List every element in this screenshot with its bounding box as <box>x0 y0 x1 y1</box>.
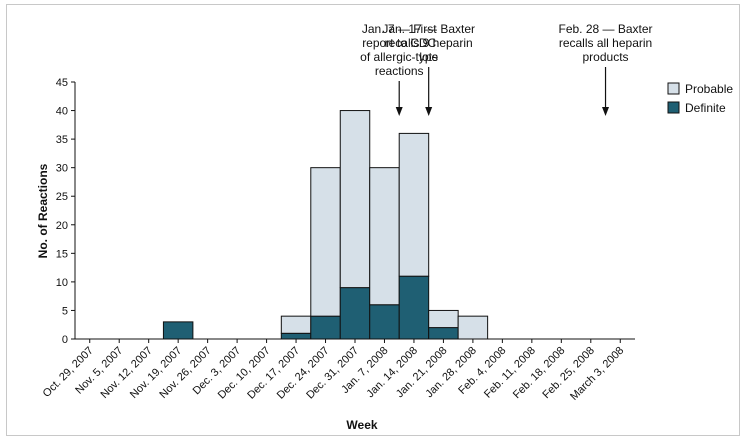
bar-definite <box>280 332 312 340</box>
annotation-line: of allergic-type <box>360 50 438 64</box>
annotation-arrowhead <box>425 107 433 116</box>
bar-probable <box>369 167 400 306</box>
bar-probable <box>457 315 489 340</box>
x-tick-label: March 3, 2008 <box>568 345 626 403</box>
bar-definite <box>310 315 341 340</box>
y-tick-label: 5 <box>62 305 68 317</box>
x-tick-label: Oct. 29, 2007 <box>41 345 96 400</box>
legend: Probable Definite <box>667 82 733 115</box>
y-tick-label: 30 <box>56 163 68 175</box>
y-tick-label: 10 <box>56 277 68 289</box>
bar-definite <box>398 275 430 340</box>
bar-definite <box>369 304 400 340</box>
annotation-line: Jan. 17 — Baxter <box>382 22 475 36</box>
annotation-line: recalls all heparin <box>559 36 652 50</box>
y-tick-label: 0 <box>62 334 68 346</box>
legend-swatch-probable <box>667 82 680 95</box>
y-tick-label: 40 <box>56 106 68 118</box>
y-tick-label: 45 <box>56 77 68 89</box>
bar-definite <box>162 321 194 340</box>
annotation-line: Jan. 7 — First <box>362 22 437 36</box>
y-tick-label: 25 <box>56 191 68 203</box>
legend-label-probable: Probable <box>685 82 733 96</box>
annotation-line: Feb. 28 — Baxter <box>559 22 653 36</box>
legend-label-definite: Definite <box>685 101 726 115</box>
figure-frame <box>6 4 740 436</box>
annotation-line: products <box>583 50 629 64</box>
bar-probable <box>280 315 312 334</box>
y-tick-label: 20 <box>56 220 68 232</box>
y-tick-labels: 0 5 10 15 20 25 30 35 40 45 <box>56 77 68 346</box>
y-tick-label: 35 <box>56 134 68 146</box>
bar-definite <box>339 287 371 340</box>
y-tick-label: 15 <box>56 248 68 260</box>
bar-probable <box>339 110 371 289</box>
bar-probable <box>398 132 430 277</box>
legend-swatch-definite <box>667 101 680 114</box>
annotation-line: lots <box>419 50 438 64</box>
bars-layer <box>162 110 489 340</box>
annotation-arrowhead <box>395 107 403 116</box>
annotation-arrowhead <box>602 107 610 116</box>
x-axis-title: Week <box>346 418 377 432</box>
axes-layer <box>71 81 635 343</box>
bar-probable <box>310 167 341 317</box>
bar-definite <box>428 327 459 340</box>
annotation-line: reactions <box>375 64 424 78</box>
y-axis-title: No. of Reactions <box>36 163 50 258</box>
bar-probable <box>428 309 459 329</box>
annotation-line: report to CDC <box>362 36 436 50</box>
annotation-line: recalls 9 heparin <box>385 36 473 50</box>
